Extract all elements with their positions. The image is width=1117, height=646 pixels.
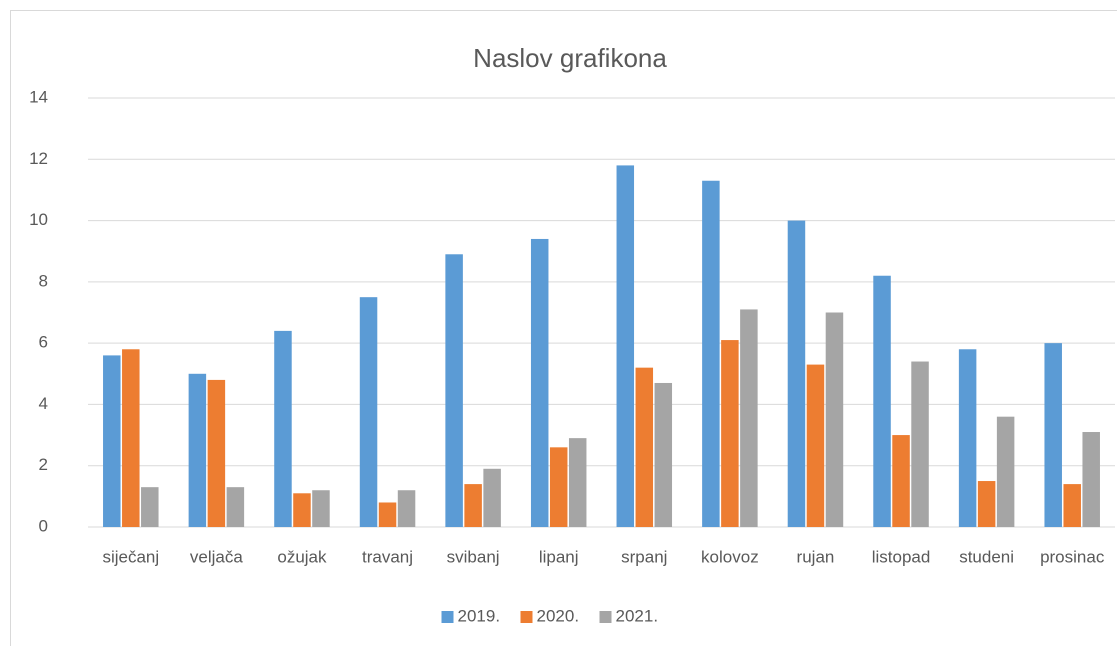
x-tick-label: listopad: [872, 547, 931, 566]
legend-label: 2021.: [616, 606, 659, 625]
y-tick-label: 14: [29, 87, 48, 106]
bar: [1082, 432, 1100, 527]
bar: [721, 340, 739, 527]
bar: [740, 309, 758, 527]
legend-label: 2020.: [537, 606, 580, 625]
y-tick-label: 0: [39, 516, 48, 535]
y-tick-label: 6: [39, 333, 48, 352]
bar: [122, 349, 140, 527]
bar: [445, 254, 463, 527]
bar: [141, 487, 159, 527]
bar: [274, 330, 292, 527]
bar: [226, 487, 245, 527]
y-tick-label: 10: [29, 210, 48, 229]
y-tick-label: 4: [39, 394, 48, 413]
bar: [958, 349, 977, 527]
bar: [806, 364, 825, 527]
x-tick-label: veljača: [190, 547, 243, 566]
bar: [873, 275, 891, 527]
bar: [616, 165, 635, 527]
bar: [549, 447, 568, 527]
bar: [911, 361, 929, 527]
legend-swatch: [599, 611, 612, 623]
bar: [293, 493, 311, 527]
bar: [635, 367, 654, 527]
legend-swatch: [520, 611, 533, 623]
bar: [530, 238, 549, 527]
x-tick-label: ožujak: [277, 547, 327, 566]
chart-frame: [10, 10, 1117, 646]
bar: [464, 484, 482, 527]
y-tick-label: 2: [39, 455, 48, 474]
legend-swatch: [441, 611, 454, 623]
bar: [892, 435, 910, 527]
legend-label: 2019.: [458, 606, 501, 625]
x-tick-label: travanj: [362, 547, 413, 566]
x-tick-label: srpanj: [621, 547, 667, 566]
x-tick-label: svibanj: [447, 547, 500, 566]
x-tick-label: prosinac: [1040, 547, 1105, 566]
bar: [996, 416, 1015, 527]
x-tick-label: kolovoz: [701, 547, 759, 566]
bar: [359, 297, 378, 527]
bar: [483, 468, 501, 527]
bar: [702, 180, 720, 527]
bar: [977, 481, 996, 527]
x-tick-label: studeni: [959, 547, 1014, 566]
bar: [378, 502, 397, 527]
bar: [103, 355, 121, 527]
bar: [207, 379, 226, 527]
x-tick-label: rujan: [797, 547, 835, 566]
bar: [397, 490, 416, 527]
bar: [568, 438, 587, 527]
bar: [188, 373, 207, 527]
bar: [787, 220, 806, 528]
x-tick-label: siječanj: [102, 547, 159, 566]
bar: [825, 312, 844, 527]
chart-title: Naslov grafikona: [473, 43, 667, 73]
y-tick-label: 12: [29, 149, 48, 168]
x-tick-label: lipanj: [539, 547, 579, 566]
bar: [312, 490, 330, 527]
bar: [1044, 343, 1062, 527]
bar: [1063, 484, 1081, 527]
bar: [654, 382, 673, 527]
y-tick-label: 8: [39, 271, 48, 290]
